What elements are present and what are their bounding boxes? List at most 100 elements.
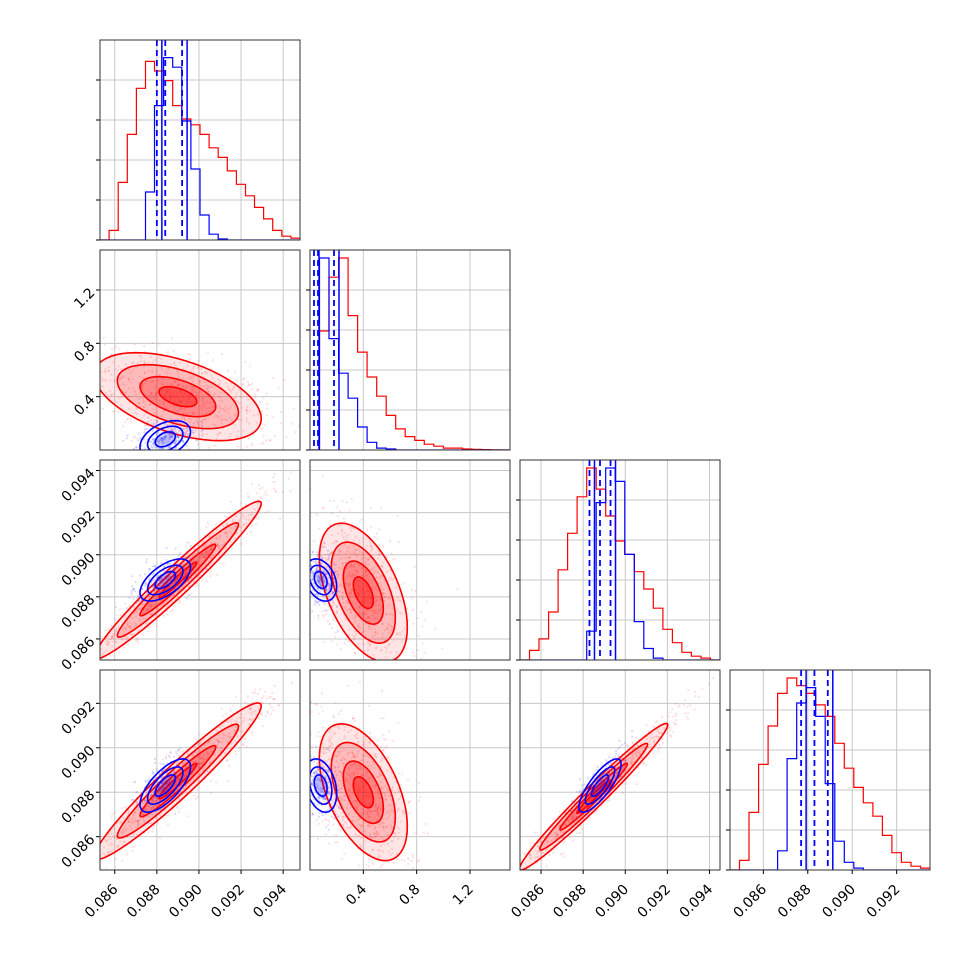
red-sample-point: [149, 822, 152, 825]
red-sample-point: [116, 613, 119, 617]
red-sample-point: [148, 602, 151, 605]
blue-sample-point: [317, 796, 320, 799]
blue-sample-point: [135, 446, 138, 449]
red-sample-point: [135, 819, 138, 822]
red-sample-point: [358, 580, 361, 583]
red-sample-point: [203, 418, 207, 421]
red-sample-point: [110, 635, 113, 638]
red-sample-point: [272, 698, 275, 701]
red-sample-point: [170, 383, 173, 386]
red-sample-point: [387, 628, 390, 631]
red-sample-point: [368, 556, 371, 559]
red-sample-point: [238, 402, 241, 405]
red-sample-point: [219, 396, 222, 400]
red-sample-point: [260, 696, 264, 700]
red-sample-point: [166, 406, 169, 409]
red-sample-point: [352, 553, 355, 556]
red-sample-point: [360, 774, 363, 777]
red-sample-point: [170, 601, 173, 604]
red-sample-point: [366, 564, 369, 567]
blue-sample-point: [176, 436, 179, 439]
blue-sample-point: [325, 589, 328, 592]
red-sample-point: [334, 754, 337, 757]
red-sample-point: [124, 391, 127, 394]
red-sample-point: [234, 753, 237, 756]
red-sample-point: [192, 760, 195, 764]
blue-sample-point: [321, 773, 324, 777]
blue-sample-point: [165, 782, 169, 786]
red-sample-point: [347, 731, 350, 734]
red-sample-point: [357, 788, 360, 791]
red-sample-point: [349, 610, 352, 614]
blue-sample-point: [155, 433, 158, 436]
red-sample-point: [80, 681, 82, 683]
red-sample-point: [143, 406, 146, 409]
red-sample-point: [202, 753, 205, 756]
red-sample-point: [426, 832, 429, 835]
red-sample-point: [355, 578, 358, 582]
red-sample-point: [246, 492, 249, 495]
red-sample-point: [287, 477, 290, 480]
red-sample-point: [324, 774, 327, 777]
red-sample-point: [253, 691, 256, 694]
red-sample-point: [367, 777, 370, 780]
red-sample-point: [329, 758, 332, 762]
red-sample-point: [126, 853, 129, 856]
y-tick-label: 0.092: [59, 508, 99, 548]
red-sample-point: [168, 585, 171, 588]
red-sample-point: [137, 397, 140, 400]
red-sample-point: [369, 568, 372, 572]
red-sample-point: [355, 805, 359, 809]
red-sample-point: [207, 385, 210, 388]
blue-contour: [154, 570, 177, 590]
red-sample-point: [259, 688, 262, 691]
blue-sample-point: [327, 605, 330, 608]
red-sample-point: [177, 372, 180, 375]
red-sample-point: [185, 571, 188, 575]
red-sample-point: [371, 779, 374, 782]
red-sample-point: [202, 768, 205, 772]
red-sample-point: [199, 384, 202, 388]
blue-sample-point: [158, 772, 161, 775]
red-sample-point: [214, 444, 217, 447]
red-sample-point: [340, 578, 343, 581]
red-sample-point: [129, 625, 132, 628]
red-sample-point: [350, 591, 353, 594]
red-sample-point: [367, 649, 370, 652]
red-sample-point: [388, 631, 391, 634]
red-sample-point: [277, 704, 280, 707]
red-sample-point: [286, 757, 288, 759]
red-sample-point: [206, 551, 210, 554]
blue-sample-point: [147, 804, 150, 808]
red-sample-point: [124, 363, 127, 366]
blue-sample-point: [331, 591, 335, 594]
blue-sample-point: [157, 440, 160, 443]
scatter-panel-1-0: 0.40.81.2: [71, 249, 301, 457]
red-sample-point: [376, 807, 379, 810]
red-sample-point: [364, 830, 367, 833]
red-sample-point: [132, 378, 135, 381]
red-sample-point: [361, 612, 364, 615]
red-sample-point: [379, 649, 382, 652]
blue-sample-point: [132, 588, 135, 591]
red-sample-point: [345, 599, 348, 602]
red-sample-point: [409, 666, 411, 668]
blue-density-fill: [158, 778, 172, 793]
blue-sample-point: [338, 549, 341, 552]
red-sample-point: [332, 792, 335, 795]
blue-sample-point: [137, 451, 139, 453]
red-sample-point: [229, 433, 232, 436]
red-sample-point: [272, 697, 275, 700]
red-sample-point: [106, 641, 109, 644]
blue-sample-point: [159, 455, 161, 457]
red-sample-point: [361, 592, 364, 595]
red-sample-point: [332, 618, 335, 621]
red-sample-point: [390, 848, 394, 851]
red-sample-point: [239, 395, 242, 399]
red-sample-point: [351, 526, 354, 529]
red-sample-point: [75, 392, 77, 394]
red-sample-point: [369, 795, 372, 798]
red-sample-point: [125, 629, 128, 632]
red-sample-point: [138, 375, 141, 378]
red-sample-point: [370, 548, 373, 551]
